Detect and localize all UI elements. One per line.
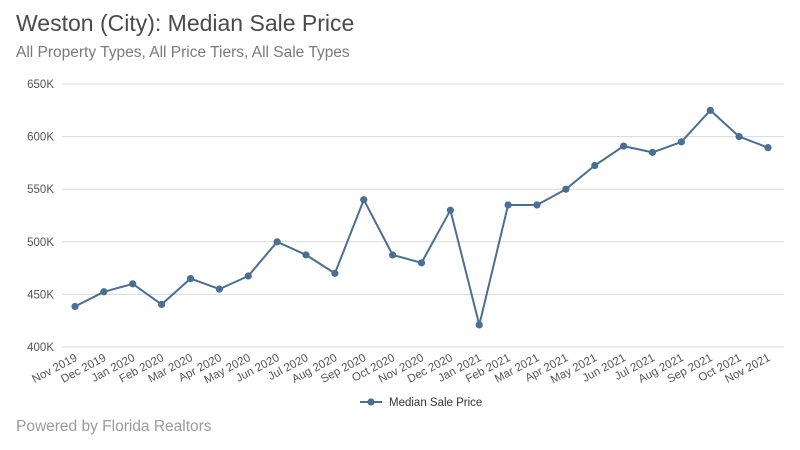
y-tick-label: 500K — [27, 237, 54, 249]
y-tick-label: 650K — [27, 79, 54, 91]
series-layer — [71, 106, 772, 329]
data-point[interactable] — [100, 288, 108, 296]
data-point[interactable] — [244, 272, 252, 280]
chart-subtitle: All Property Types, All Price Tiers, All… — [16, 44, 350, 61]
data-point[interactable] — [648, 148, 657, 156]
data-point[interactable] — [186, 275, 195, 283]
gridlines — [62, 83, 784, 348]
legend[interactable]: Median Sale Price — [360, 397, 482, 409]
series-line — [74, 109, 769, 326]
data-point[interactable] — [331, 269, 339, 277]
data-point[interactable] — [475, 321, 483, 329]
data-point[interactable] — [533, 201, 541, 209]
y-tick-label: 450K — [27, 289, 54, 301]
data-point[interactable] — [591, 161, 599, 170]
data-point[interactable] — [735, 133, 743, 141]
data-point[interactable] — [446, 206, 454, 214]
data-point[interactable] — [389, 251, 397, 259]
data-point[interactable] — [215, 285, 223, 293]
data-point[interactable] — [273, 238, 281, 246]
legend-label[interactable]: Median Sale Price — [389, 397, 482, 409]
y-axis-ticks: 400K 450K 500K 550K 600K 650K — [27, 79, 54, 354]
data-point[interactable] — [562, 185, 570, 193]
data-point[interactable] — [360, 196, 368, 204]
data-point[interactable] — [302, 251, 310, 259]
data-point[interactable] — [620, 142, 628, 150]
data-point[interactable] — [764, 144, 772, 152]
data-point[interactable] — [129, 280, 137, 288]
data-point[interactable] — [158, 300, 166, 308]
legend-marker-icon — [367, 398, 375, 406]
data-point[interactable] — [504, 201, 512, 209]
y-tick-label: 600K — [27, 132, 54, 144]
data-point[interactable] — [677, 138, 685, 146]
data-point[interactable] — [417, 259, 426, 267]
y-tick-label: 550K — [27, 184, 54, 196]
y-tick-label: 400K — [27, 342, 54, 354]
data-point[interactable] — [71, 302, 79, 311]
powered-by-footer: Powered by Florida Realtors — [16, 418, 212, 435]
data-point[interactable] — [706, 106, 714, 114]
chart-title: Weston (City): Median Sale Price — [16, 10, 355, 36]
